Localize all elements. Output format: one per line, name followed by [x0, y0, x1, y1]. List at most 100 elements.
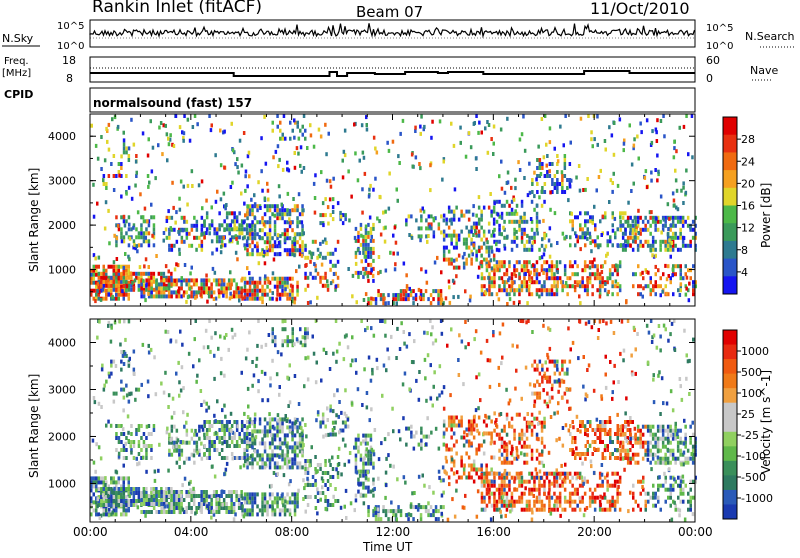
power-cell: [493, 201, 496, 205]
power-cell: [113, 284, 116, 288]
velocity-cell: [617, 428, 620, 432]
power-cell: [560, 280, 563, 284]
velocity-cell: [546, 392, 549, 396]
power-cell: [153, 294, 156, 298]
power-cell: [675, 178, 678, 182]
power-cell: [551, 264, 554, 268]
velocity-cell: [143, 432, 146, 436]
velocity-cell: [501, 453, 504, 457]
velocity-cell: [463, 472, 466, 476]
power-cell: [165, 124, 168, 128]
power-cell: [498, 228, 501, 232]
power-cell: [430, 136, 433, 140]
velocity-cell: [539, 360, 542, 364]
velocity-cell: [443, 420, 446, 424]
velocity-cell: [271, 437, 274, 441]
power-cell: [468, 218, 471, 222]
velocity-cell: [579, 472, 582, 476]
power-cell: [545, 244, 548, 248]
power-cell: [481, 292, 484, 296]
velocity-cell: [178, 490, 181, 494]
power-cell: [269, 236, 272, 240]
velocity-cell: [276, 461, 279, 465]
power-cell: [597, 143, 600, 147]
velocity-cell: [246, 440, 249, 444]
power-cell: [297, 121, 300, 125]
power-cell: [296, 146, 299, 150]
velocity-cell: [609, 484, 612, 488]
velocity-cell: [649, 425, 652, 429]
velocity-cell: [128, 480, 131, 484]
power-cell: [453, 218, 456, 222]
power-cell: [155, 254, 158, 258]
velocity-cell: [360, 454, 363, 458]
power-cell: [543, 200, 546, 204]
velocity-cell: [657, 425, 660, 429]
power-cell: [143, 272, 146, 276]
power-cell: [360, 234, 363, 238]
velocity-cell: [160, 498, 163, 502]
power-cell: [223, 166, 226, 170]
velocity-cell: [284, 508, 287, 512]
velocity-cell: [654, 461, 657, 465]
power-cell: [357, 178, 360, 182]
velocity-cell: [649, 449, 652, 453]
power-cell: [201, 240, 204, 244]
velocity-cell: [299, 465, 302, 469]
power-cell: [180, 286, 183, 290]
velocity-cell: [292, 327, 295, 331]
velocity-cell: [534, 400, 537, 404]
power-cell: [689, 244, 692, 248]
velocity-cell: [465, 476, 468, 480]
velocity-cell: [296, 492, 299, 496]
power-cell: [335, 284, 338, 288]
power-cell: [553, 280, 556, 284]
velocity-cell: [566, 372, 569, 376]
power-cell: [118, 269, 121, 273]
power-cell: [220, 197, 223, 201]
power-cell: [576, 264, 579, 268]
velocity-cell: [355, 454, 358, 458]
power-cell: [589, 260, 592, 264]
power-cell: [233, 290, 236, 294]
velocity-cell: [649, 429, 652, 433]
power-cell: [301, 240, 304, 244]
velocity-cell: [319, 491, 322, 495]
velocity-cell: [677, 445, 680, 449]
power-cell: [188, 282, 191, 286]
velocity-cell: [251, 492, 254, 496]
power-cell: [692, 236, 695, 240]
power-cell: [153, 276, 156, 280]
velocity-cell: [533, 417, 536, 421]
power-cell: [536, 232, 539, 236]
power-cell: [223, 236, 226, 240]
power-cell: [237, 171, 240, 175]
power-cell: [291, 277, 294, 281]
power-cell: [498, 297, 501, 301]
velocity-cell: [243, 448, 246, 452]
velocity-cell: [143, 444, 146, 448]
power-cell: [663, 134, 666, 138]
velocity-cell: [264, 492, 267, 496]
power-cell: [134, 184, 137, 188]
velocity-cell: [165, 491, 168, 495]
power-cell: [108, 265, 111, 269]
power-cell: [269, 224, 272, 228]
power-cell: [261, 216, 264, 220]
velocity-cell: [133, 499, 136, 503]
power-cell: [105, 297, 108, 301]
power-cell: [125, 288, 128, 292]
power-cell: [546, 174, 549, 178]
velocity-cell: [287, 335, 290, 339]
power-cell: [493, 276, 496, 280]
power-cell: [420, 234, 423, 238]
power-cell: [673, 203, 676, 207]
velocity-cell: [423, 435, 426, 439]
power-cell: [206, 300, 209, 304]
power-cell: [501, 204, 504, 208]
velocity-cell: [118, 503, 121, 507]
power-cell: [439, 119, 442, 123]
power-cell: [289, 289, 292, 293]
power-cell: [251, 297, 254, 301]
power-cell: [309, 123, 312, 127]
